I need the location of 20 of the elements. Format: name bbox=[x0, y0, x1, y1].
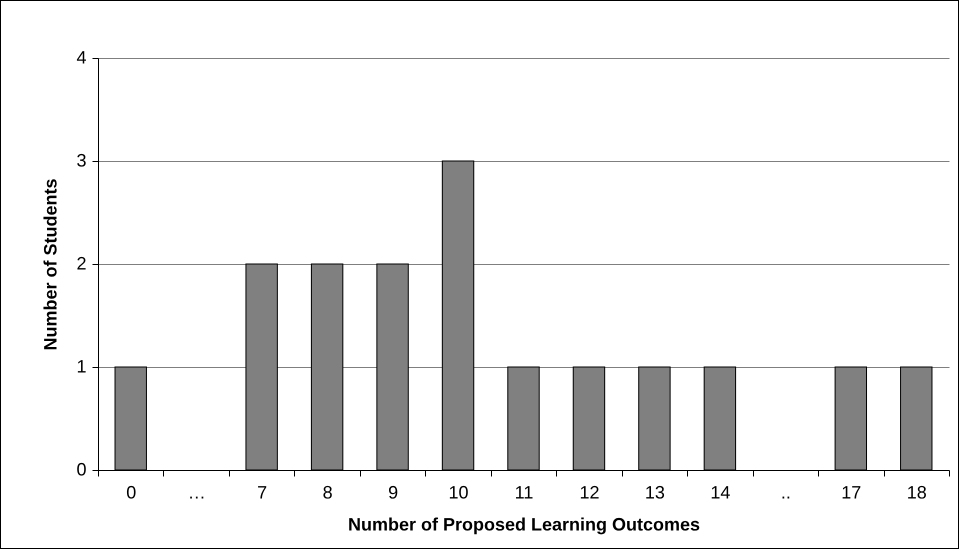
x-tick-label: … bbox=[188, 482, 206, 502]
x-tick-label: 10 bbox=[448, 482, 469, 502]
x-tick-label: 17 bbox=[841, 482, 862, 502]
x-tick-label: 13 bbox=[644, 482, 665, 502]
x-tick-label: 0 bbox=[126, 482, 136, 502]
y-tick-label: 0 bbox=[76, 460, 86, 480]
y-tick-label: 2 bbox=[76, 254, 86, 274]
x-tick-label: .. bbox=[780, 482, 791, 502]
x-axis-title: Number of Proposed Learning Outcomes bbox=[348, 514, 700, 534]
x-tick-label: 8 bbox=[322, 482, 333, 502]
y-tick-label: 1 bbox=[76, 356, 86, 376]
x-tick-label: 18 bbox=[906, 482, 927, 502]
x-tick-label: 7 bbox=[257, 482, 268, 502]
x-tick-label: 14 bbox=[710, 482, 730, 502]
x-tick-label: 9 bbox=[388, 482, 398, 502]
y-tick-label: 4 bbox=[76, 48, 86, 68]
y-axis-title: Number of Students bbox=[40, 178, 60, 351]
x-tick-label: 11 bbox=[514, 482, 534, 502]
y-tick-label: 3 bbox=[76, 150, 86, 170]
x-tick-label: 12 bbox=[579, 482, 600, 502]
